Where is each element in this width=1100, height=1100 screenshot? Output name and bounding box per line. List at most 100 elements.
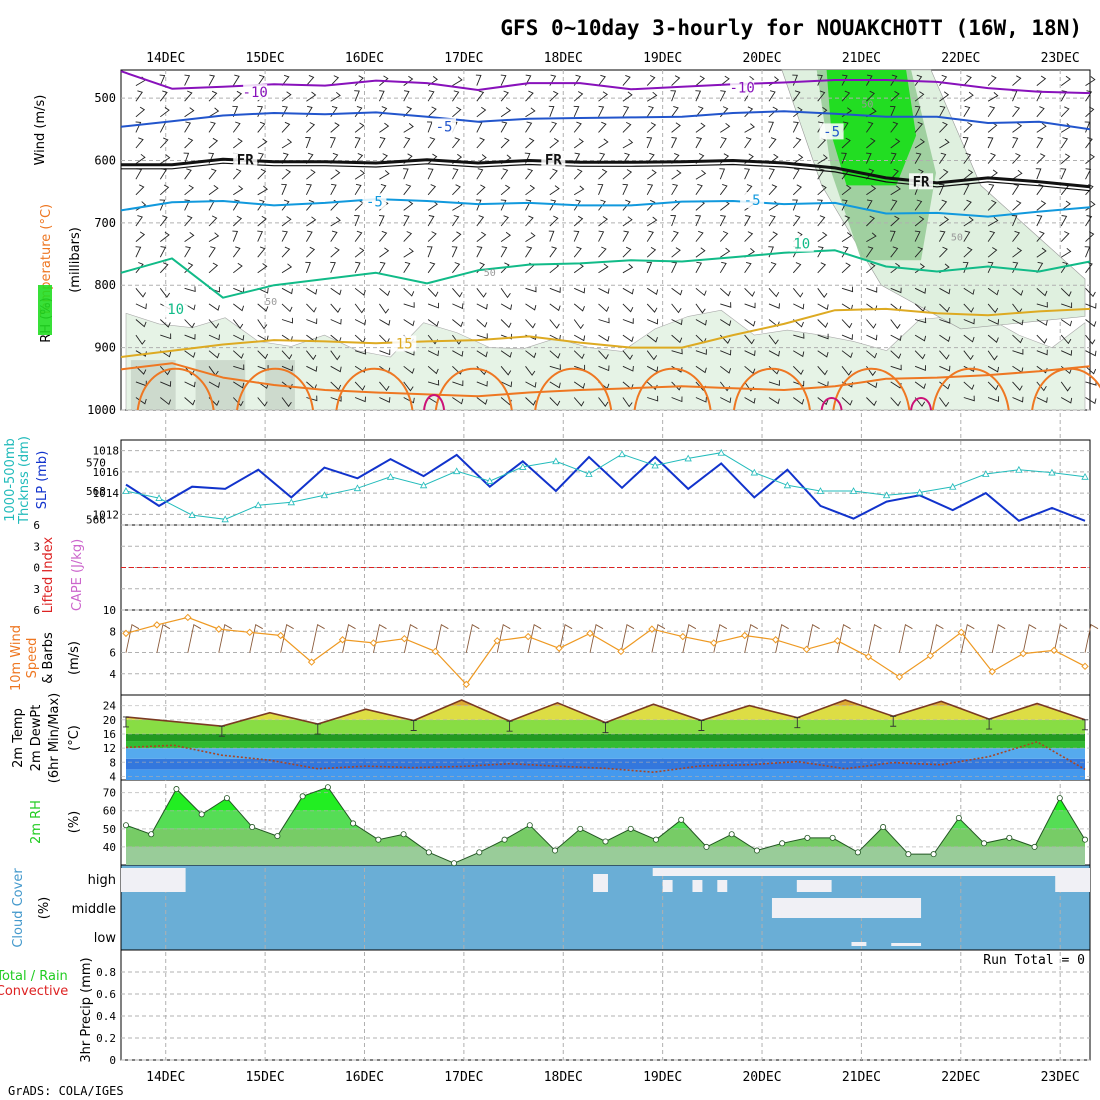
wind-barb: [135, 246, 142, 258]
wind-barb: [866, 74, 873, 86]
wind-barb: [1036, 319, 1048, 326]
thickness-tick-label: 570: [86, 457, 106, 470]
wind-barb: [452, 303, 464, 310]
wind-barb: [963, 230, 971, 242]
wind10-barb: [1084, 623, 1099, 653]
wind-barb: [1060, 106, 1070, 118]
wind-barb: [232, 246, 241, 258]
wind-barb: [987, 199, 997, 211]
wind-barb: [720, 302, 732, 308]
wind-barb: [233, 185, 244, 196]
wind-barb: [525, 232, 536, 242]
wind-barb: [549, 215, 559, 227]
wind-barb: [354, 183, 362, 196]
date-label-top: 15DEC: [246, 51, 285, 66]
wind-barb: [987, 183, 995, 196]
wind-barb: [135, 231, 146, 242]
wind-barb: [1085, 350, 1097, 357]
wind-barb: [744, 365, 756, 375]
wind-barb: [403, 90, 410, 102]
wind-barb: [793, 333, 805, 339]
thickness-marker: [122, 487, 130, 494]
wind-barb: [890, 397, 901, 407]
thickness-tick-label: 566: [86, 513, 106, 526]
wind-barb: [939, 334, 951, 343]
panel-label: CAPE (J/kg): [70, 539, 85, 611]
wind-barb: [208, 74, 215, 86]
wind-barb: [987, 92, 999, 102]
wind-barb: [500, 137, 510, 149]
wind-barb: [1061, 350, 1073, 356]
wind-barb: [500, 381, 513, 388]
wind-barb: [987, 216, 999, 227]
wind-barb: [184, 137, 194, 149]
wind-barb: [573, 397, 585, 407]
wind-barb: [671, 137, 678, 149]
wind-barb: [452, 106, 462, 118]
wind-barb: [841, 74, 848, 86]
wind10-series-line: [125, 616, 1086, 686]
wind-barb: [330, 122, 340, 133]
wind-barb: [792, 90, 801, 102]
wind-barb: [817, 333, 829, 340]
wind-barb: [866, 246, 874, 258]
wind-barb: [817, 366, 828, 376]
wind-barb: [598, 263, 609, 274]
wind-barb: [963, 91, 974, 102]
wind-barb: [500, 215, 509, 227]
wind-barb: [403, 287, 415, 297]
wind-barb: [671, 303, 682, 314]
wind-barb: [427, 106, 437, 118]
wind-barb: [622, 121, 632, 133]
wind-barb: [646, 122, 657, 133]
wind-barb: [1060, 200, 1071, 211]
wind-barb: [963, 122, 973, 133]
wind-barb: [963, 105, 971, 118]
wind-barb: [695, 319, 707, 326]
wind-barb: [866, 215, 875, 227]
wind-barb: [549, 303, 561, 312]
chart-layers: 14DEC 14DEC 15DEC 15DEC 16DEC 16DEC 17DEC 17DEC…: [33, 51, 1100, 1085]
wind-barb: [257, 199, 265, 211]
wind-barb: [792, 365, 804, 375]
isotherm-label: -5: [366, 194, 383, 210]
wind-barb: [403, 215, 410, 227]
wind-barb: [720, 75, 730, 86]
wind-barb: [159, 366, 171, 376]
rh2m-marker: [602, 838, 609, 845]
wind-barb: [963, 318, 975, 325]
wind-barb: [306, 350, 317, 361]
temp-tick-label: 16: [103, 728, 116, 741]
wind-barb: [354, 348, 367, 355]
wind-barb: [403, 184, 412, 196]
wind-barb: [987, 261, 994, 273]
wind-barb: [159, 319, 171, 328]
wind-barb: [549, 90, 559, 102]
wind-barb: [744, 215, 751, 227]
rh-contour-label: 50: [861, 99, 873, 110]
wind-barb: [573, 185, 585, 196]
wind-barb: [1084, 121, 1091, 133]
wind-barb: [646, 350, 658, 361]
wind-barb: [1012, 153, 1021, 164]
wind-barb: [792, 137, 802, 149]
wind-barb: [890, 319, 901, 330]
wind-barb: [476, 246, 483, 258]
wind10-barb: [434, 623, 449, 653]
thickness-marker: [750, 468, 758, 476]
wind10-marker: [586, 629, 594, 638]
isotherm-label-bg: [233, 151, 258, 168]
wind-barb: [841, 350, 853, 359]
wind-barb: [1085, 334, 1096, 345]
wind-barb: [963, 395, 975, 402]
wind-barb: [306, 216, 317, 227]
wind-barb: [841, 397, 853, 406]
wind10-barb: [713, 623, 728, 653]
wind-barb: [354, 319, 367, 326]
wind-barb: [1012, 106, 1021, 118]
wind-barb: [817, 107, 828, 118]
wind-barb: [475, 74, 482, 86]
wind-barb: [135, 153, 146, 164]
wind-barb: [525, 184, 536, 196]
wind-barb: [987, 105, 996, 118]
